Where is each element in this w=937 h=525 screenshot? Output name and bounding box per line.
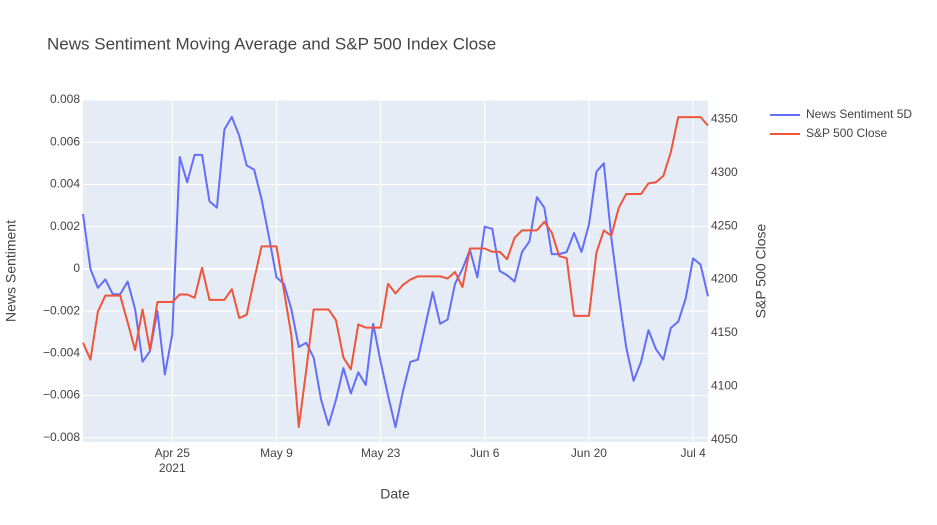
y2-tick-label: 4200 (711, 272, 738, 286)
x-tick-label: May 9 (260, 446, 293, 460)
y-tick-label: 0.006 (50, 134, 80, 148)
y-tick-label: −0.004 (43, 346, 80, 360)
y2-tick-label: 4100 (711, 379, 738, 393)
y-tick-label: 0.002 (50, 219, 80, 233)
y-tick-label: −0.008 (43, 430, 80, 444)
y-tick-label: 0.004 (50, 177, 80, 191)
legend-label: S&P 500 Close (806, 126, 887, 140)
y2-tick-label: 4250 (711, 218, 738, 232)
x-tick-label: Jun 6 (470, 446, 500, 460)
plot-area (83, 100, 708, 442)
chart-title: News Sentiment Moving Average and S&P 50… (47, 34, 496, 53)
legend-label: News Sentiment 5D (806, 107, 912, 121)
y2-tick-label: 4050 (711, 432, 738, 446)
y2-tick-label: 4300 (711, 165, 738, 179)
series-line (82, 116, 709, 429)
x-tick-label: Apr 25 (155, 446, 191, 460)
x-tick-sublabel: 2021 (159, 461, 186, 475)
y2-tick-label: 4350 (711, 111, 738, 125)
y2-tick-label: 4150 (711, 325, 738, 339)
y2-axis-title: S&P 500 Close (753, 223, 769, 318)
x-tick-label: May 23 (361, 446, 401, 460)
y-axis-title: News Sentiment (3, 220, 19, 322)
y-tick-label: −0.002 (43, 303, 80, 317)
y-tick-label: 0 (73, 261, 80, 275)
x-tick-label: Jul 4 (680, 446, 706, 460)
y-tick-label: −0.006 (43, 388, 80, 402)
x-tick-label: Jun 20 (571, 446, 607, 460)
y-tick-label: 0.008 (50, 92, 80, 106)
x-axis-title: Date (380, 486, 410, 502)
series-line (82, 115, 709, 429)
